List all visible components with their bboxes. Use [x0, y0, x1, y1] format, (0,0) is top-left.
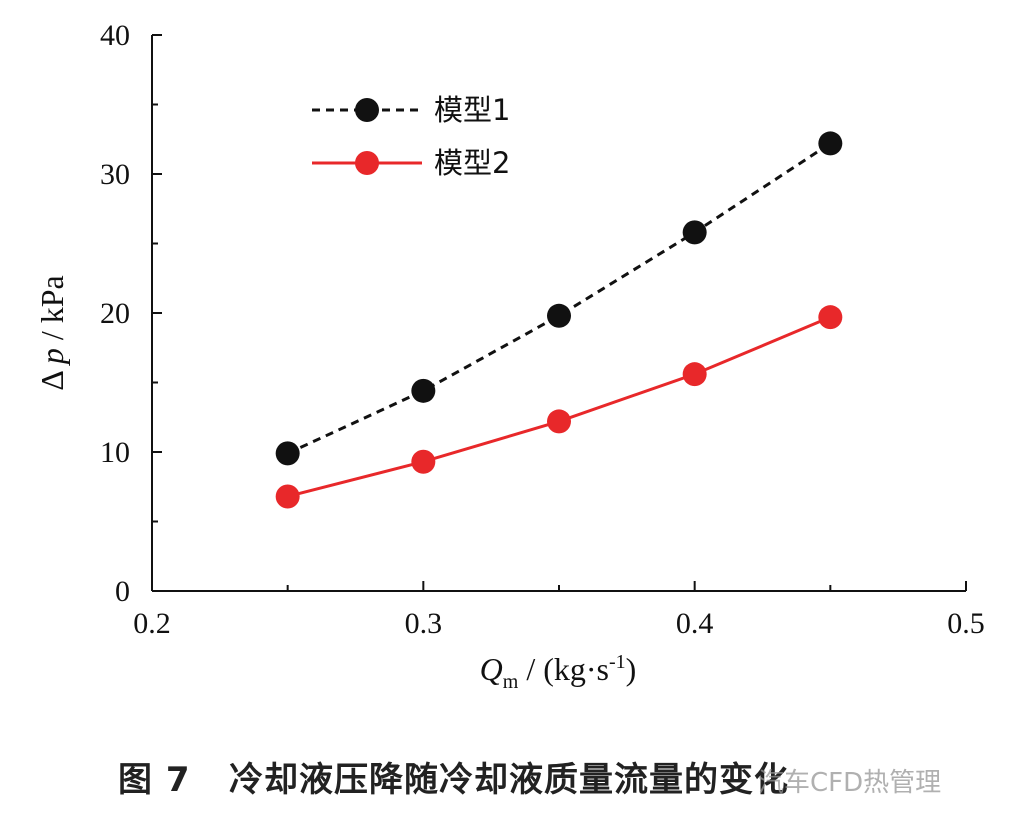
series-1-point: [818, 131, 843, 156]
series-1-point: [547, 303, 571, 328]
series-1-point: [411, 378, 436, 403]
series-1-point: [682, 220, 707, 245]
series-1-line: [287, 142, 832, 455]
ticks: 0.2 0.3 0.4 0.5 0 10 20 30 40: [100, 19, 985, 640]
series-layer: [275, 131, 843, 509]
series-2-point: [547, 409, 571, 434]
series-2-line: [287, 315, 831, 498]
series-2-point: [682, 362, 707, 387]
legend-label-1: 模型1: [434, 93, 510, 127]
series-2-point: [275, 484, 300, 509]
x-tick-label: 0.5: [947, 607, 985, 640]
y-tick-label: 40: [100, 19, 130, 52]
legend-label-2: 模型2: [434, 146, 510, 180]
y-tick-label: 20: [100, 297, 130, 330]
x-axis-title: Qm / (kg·s-1): [480, 651, 637, 693]
y-tick-label: 10: [100, 436, 130, 469]
line-chart: 0.2 0.3 0.4 0.5 0 10 20 30 40 模型1 模型2 Qm / (kg·s-…: [34, 19, 985, 693]
watermark: 汽车CFD热管理: [758, 768, 942, 798]
x-tick-label: 0.3: [405, 607, 443, 640]
series-2-point: [818, 305, 843, 330]
y-tick-label: 30: [100, 158, 130, 191]
series-2-point: [411, 449, 436, 474]
legend: 模型1 模型2: [312, 93, 510, 180]
series-1-point: [275, 441, 300, 466]
x-tick-label: 0.4: [676, 607, 714, 640]
x-tick-label: 0.2: [133, 607, 171, 640]
legend-marker-1: [355, 98, 379, 122]
y-tick-label: 0: [115, 575, 130, 608]
figure-caption: 图 7 冷却液压降随冷却液质量流量的变化: [118, 760, 790, 800]
legend-marker-2: [355, 151, 379, 175]
y-axis-title: Δp / kPa: [34, 275, 70, 390]
